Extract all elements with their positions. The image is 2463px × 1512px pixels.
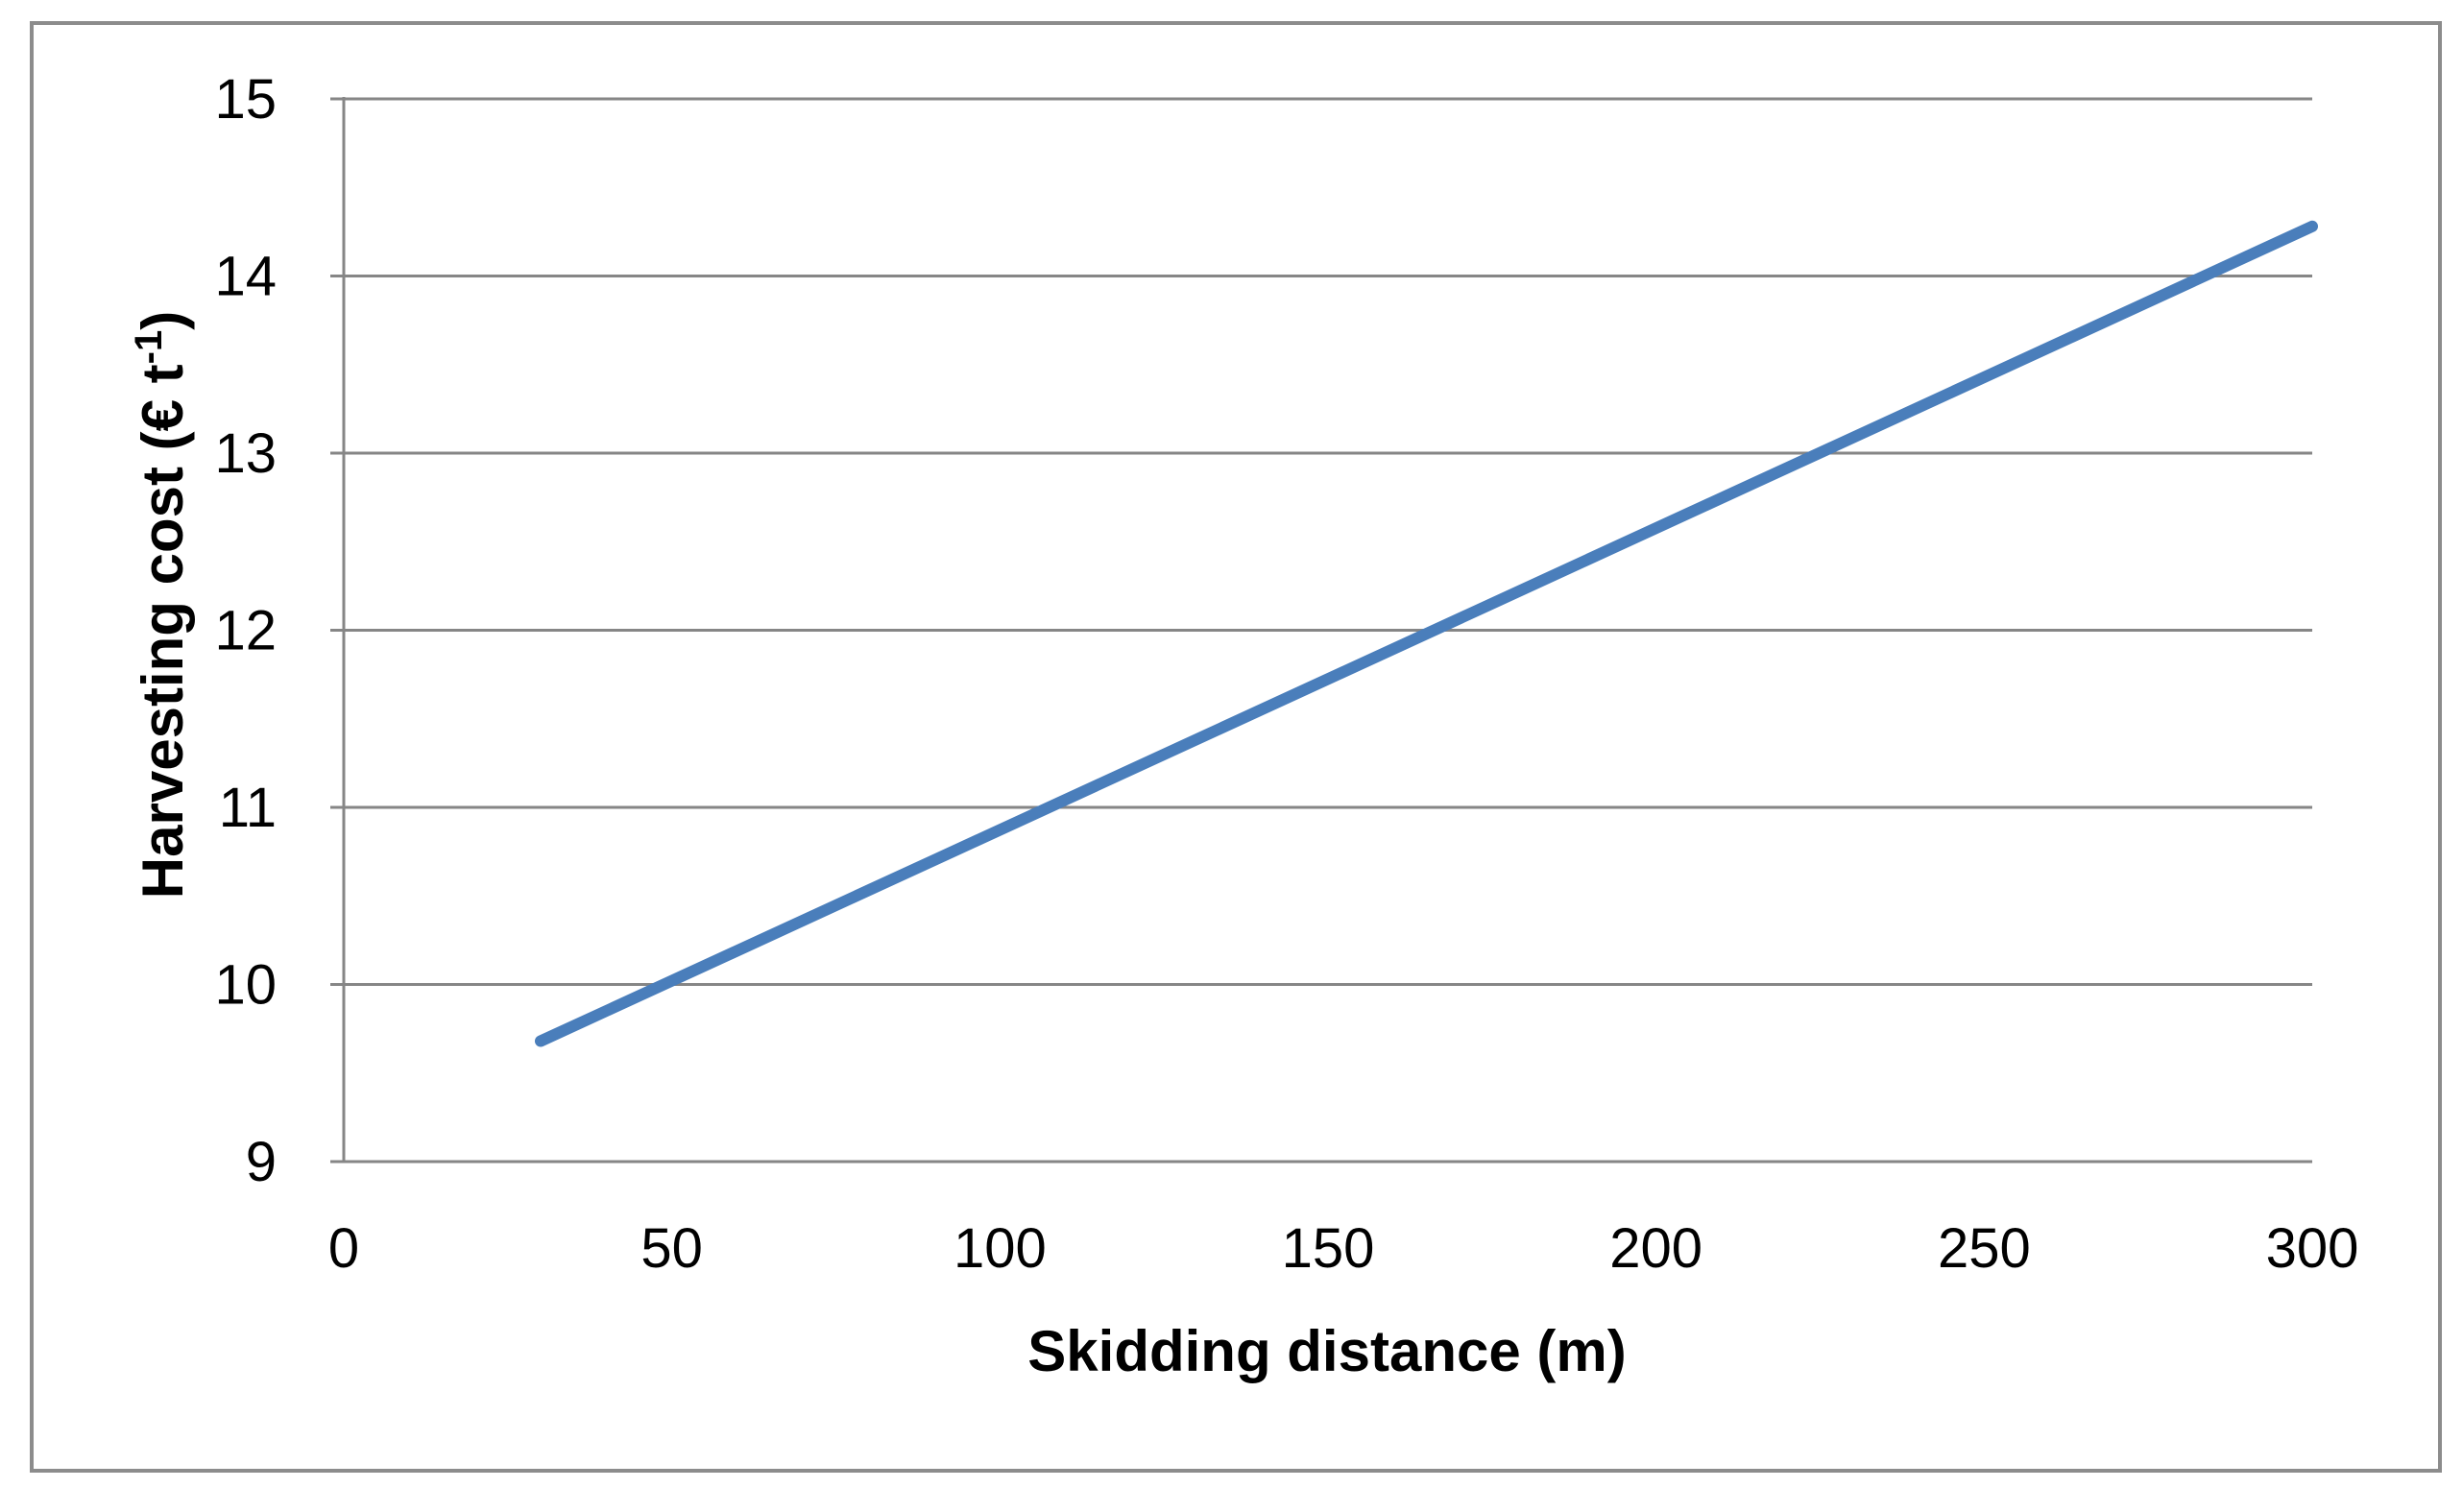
x-tick-label: 0	[328, 1217, 359, 1280]
chart-border	[30, 21, 2442, 1473]
y-tick-label: 14	[214, 246, 277, 308]
y-tick-label: 9	[246, 1131, 277, 1193]
x-tick-label: 50	[640, 1217, 703, 1280]
y-tick-label: 13	[214, 422, 277, 485]
x-tick-label: 100	[954, 1217, 1047, 1280]
y-axis-label-superscript: -1	[128, 330, 170, 365]
axes	[330, 97, 2312, 1164]
y-tick-label: 15	[214, 68, 277, 131]
y-axis-label-close: )	[131, 311, 195, 330]
x-tick-label: 200	[1609, 1217, 1702, 1280]
x-tick-labels: 0 50 100 150 200 250 300	[328, 1217, 2359, 1280]
series-layer	[535, 220, 2318, 1047]
x-tick-label: 150	[1282, 1217, 1375, 1280]
gridlines	[344, 97, 2312, 986]
y-tick-labels: 9 10 11 12 13 14 15	[214, 68, 277, 1193]
y-tick-label: 11	[219, 777, 277, 839]
x-axis-label: Skidding distance (m)	[1027, 1319, 1626, 1383]
y-axis-label: Harvesting cost (€ t-1)	[128, 311, 195, 899]
series-line-0	[535, 220, 2318, 1047]
x-tick-label: 300	[2266, 1217, 2359, 1280]
y-axis-label-main: Harvesting cost (€ t	[131, 364, 195, 899]
y-tick-label: 10	[214, 954, 277, 1017]
x-tick-label: 250	[1938, 1217, 2031, 1280]
y-tick-label: 12	[214, 600, 277, 662]
